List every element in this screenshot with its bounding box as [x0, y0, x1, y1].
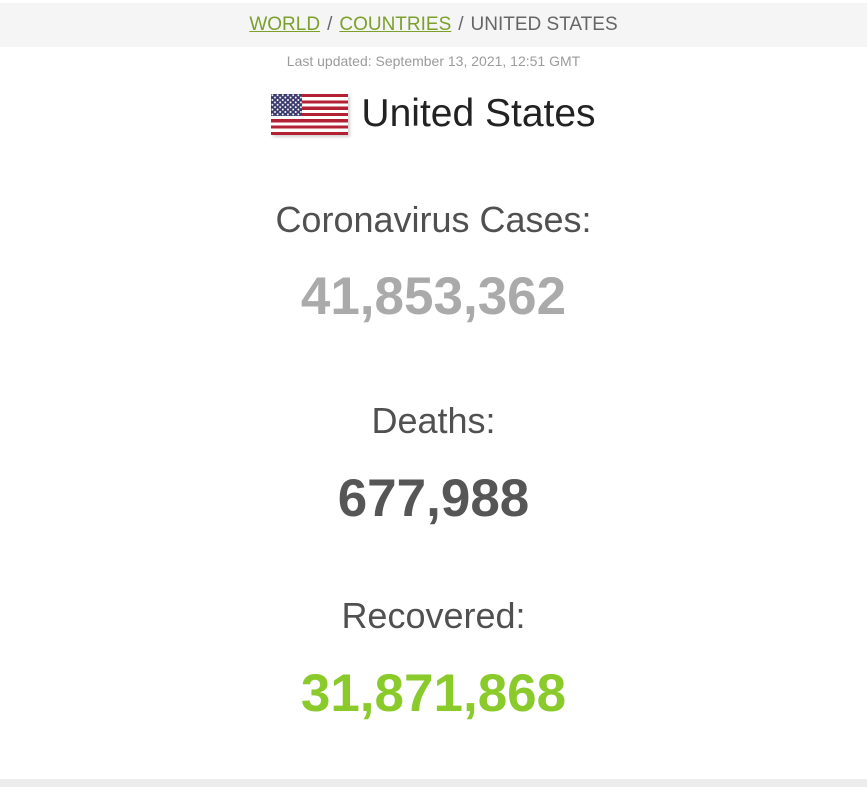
recovered-count: 31,871,868 [300, 663, 567, 723]
last-updated-text: Last updated: September 13, 2021, 12:51 … [286, 53, 581, 69]
deaths-label: Deaths: [371, 400, 496, 442]
breadcrumb-separator: / [327, 14, 333, 35]
counter-cases: Coronavirus Cases: 41,853,362 [0, 200, 867, 325]
breadcrumb: WORLD / COUNTRIES / UNITED STATES [0, 3, 867, 47]
counter-deaths: Deaths: 677,988 [0, 401, 867, 526]
country-title: United States [0, 92, 867, 136]
breadcrumb-link-countries[interactable]: COUNTRIES [339, 14, 452, 35]
breadcrumb-current-page: UNITED STATES [470, 14, 618, 35]
us-flag-icon [271, 93, 349, 135]
cases-count: 41,853,362 [300, 267, 567, 327]
breadcrumb-separator: / [458, 14, 464, 35]
next-section-divider [0, 779, 867, 787]
cases-label: Coronavirus Cases: [275, 198, 592, 240]
deaths-count: 677,988 [337, 468, 530, 528]
breadcrumb-link-world[interactable]: WORLD [249, 14, 321, 35]
counter-recovered: Recovered: 31,871,868 [0, 596, 867, 721]
page-title: United States [361, 92, 596, 135]
recovered-label: Recovered: [341, 595, 526, 637]
